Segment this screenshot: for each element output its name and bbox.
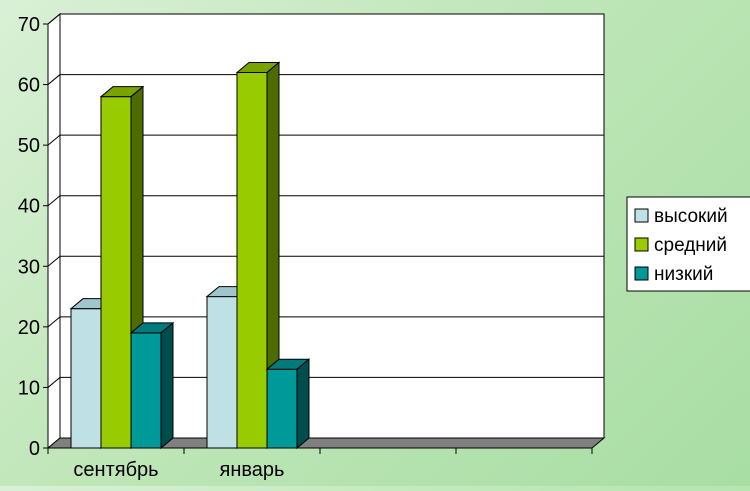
gridline-depth bbox=[47, 13, 61, 25]
legend-swatch bbox=[634, 208, 649, 223]
bar bbox=[235, 61, 281, 450]
gridline-depth bbox=[47, 255, 61, 267]
y-tick-label: 40 bbox=[18, 196, 40, 218]
x-tick-label: сентябрь bbox=[73, 459, 158, 481]
gridline-depth bbox=[47, 134, 61, 146]
gridline-depth bbox=[47, 316, 61, 328]
gridline-depth bbox=[47, 377, 61, 388]
legend-label: низкий bbox=[654, 264, 713, 285]
y-tick-label: 20 bbox=[18, 317, 40, 339]
gridline-depth bbox=[47, 195, 61, 207]
y-tick-label: 60 bbox=[18, 75, 40, 97]
legend-swatch bbox=[634, 266, 649, 281]
bar-front bbox=[130, 332, 162, 449]
bar-side bbox=[296, 358, 310, 450]
bar-front bbox=[100, 96, 132, 449]
bar bbox=[129, 321, 175, 450]
bar-front bbox=[70, 308, 102, 449]
bar-front bbox=[236, 71, 268, 449]
y-tick-label: 70 bbox=[18, 14, 40, 36]
bar-front bbox=[266, 368, 298, 449]
bar-side bbox=[160, 321, 174, 450]
legend-label: высокий bbox=[654, 206, 728, 227]
bar bbox=[265, 358, 311, 450]
x-tick-label: январь bbox=[220, 459, 285, 481]
y-tick-label: 10 bbox=[18, 377, 40, 399]
y-tick-label: 50 bbox=[18, 135, 40, 157]
bar-front bbox=[206, 296, 238, 449]
legend-swatch bbox=[634, 237, 649, 252]
legend-label: средний bbox=[654, 235, 727, 256]
y-tick-label: 30 bbox=[18, 256, 40, 278]
gridline-depth bbox=[47, 74, 61, 85]
y-tick-label: 0 bbox=[29, 438, 40, 460]
